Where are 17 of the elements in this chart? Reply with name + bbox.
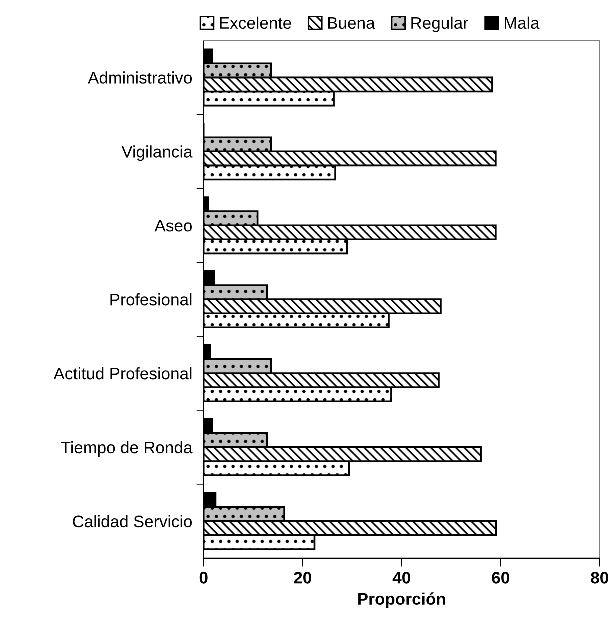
y-tick-label: Administrativo xyxy=(88,72,192,84)
y-tick-label: Tiempo de Ronda xyxy=(61,441,193,457)
y-tick-label: Actitud Profesional xyxy=(54,367,192,380)
legend-label: Buena xyxy=(328,17,376,30)
x-tick-label: 0 xyxy=(200,572,208,584)
x-tick-label: 80 xyxy=(591,572,608,584)
y-tick-label: Calidad Servicio xyxy=(73,515,192,528)
legend-label: Regular xyxy=(412,16,468,32)
x-tick-label: 60 xyxy=(492,572,510,584)
x-tick-label: 40 xyxy=(392,572,410,584)
legend-label: Mala xyxy=(505,16,540,30)
y-tick-label: Vigilancia xyxy=(122,146,193,162)
x-axis-title: Proporción xyxy=(358,592,446,608)
y-tick-label: Profesional xyxy=(110,294,192,306)
legend-label: Excelente xyxy=(220,16,292,30)
x-tick-label: 20 xyxy=(294,572,312,584)
y-tick-label: Aseo xyxy=(154,220,192,232)
